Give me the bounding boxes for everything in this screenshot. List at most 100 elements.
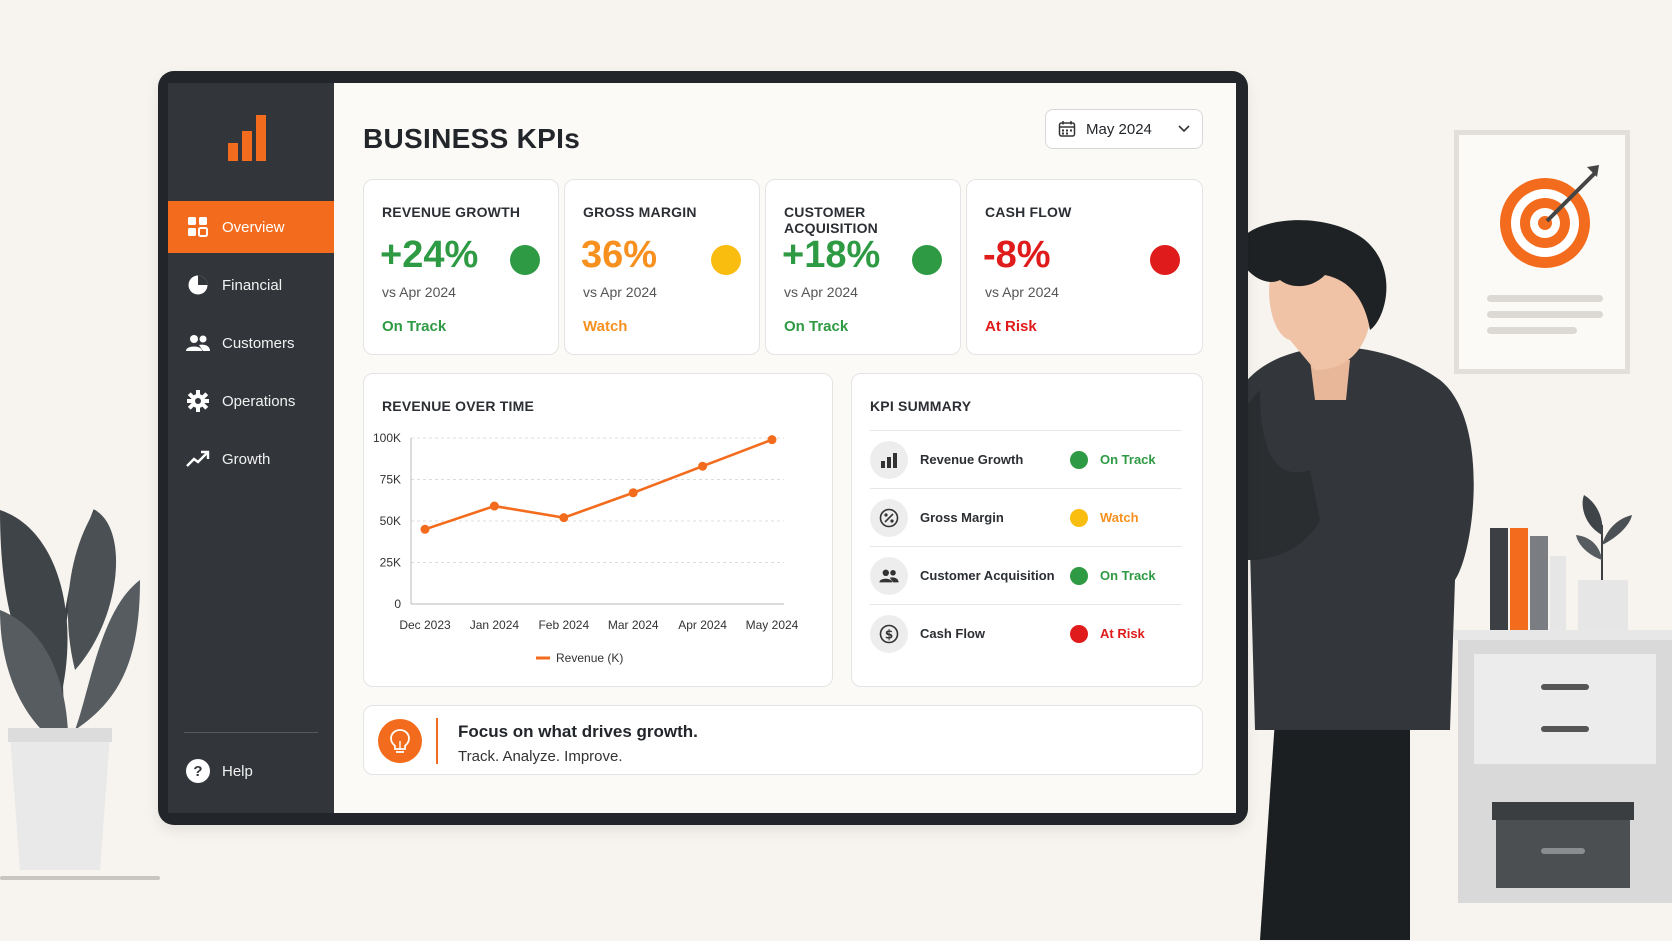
kpi-label: GROSS MARGIN <box>583 204 697 220</box>
x-tick-label: Mar 2024 <box>608 618 659 632</box>
summary-row-name: Gross Margin <box>920 510 1004 525</box>
kpi-card-gross-margin[interactable]: GROSS MARGIN 36% vs Apr 2024 Watch <box>564 179 760 355</box>
book <box>1550 556 1566 638</box>
kpi-status: On Track <box>382 318 447 335</box>
users-icon <box>870 556 908 595</box>
sidebar: Overview Financial Customers <box>168 83 334 813</box>
summary-row-status: On Track <box>1100 568 1156 583</box>
data-point <box>698 461 708 471</box>
sidebar-item-overview[interactable]: Overview <box>168 201 334 253</box>
grid-icon <box>186 215 210 239</box>
sidebar-item-label: Customers <box>222 334 295 352</box>
target-icon <box>1500 165 1599 268</box>
users-icon <box>186 331 210 355</box>
summary-row-name: Revenue Growth <box>920 452 1024 467</box>
y-tick-label: 0 <box>394 597 401 611</box>
insight-banner: Focus on what drives growth. Track. Anal… <box>363 705 1203 775</box>
sidebar-item-growth[interactable]: Growth <box>168 433 334 485</box>
floor-line <box>0 876 160 880</box>
kpi-comparison: vs Apr 2024 <box>382 284 456 300</box>
kpi-summary-card: KPI SUMMARY Revenue Growth On Track Gros… <box>851 373 1203 687</box>
kpi-card-cash-flow[interactable]: CASH FLOW -8% vs Apr 2024 At Risk <box>966 179 1203 355</box>
main-content: BUSINESS KPIs May 2024 REVENUE GROWTH +2… <box>334 83 1236 813</box>
kpi-status: On Track <box>784 318 849 335</box>
banner-divider <box>436 718 438 764</box>
cabinet <box>1454 630 1672 903</box>
plant-pot <box>1578 580 1628 638</box>
small-plant-illustration <box>1576 495 1632 583</box>
sidebar-item-label: Growth <box>222 450 271 468</box>
summary-row-name: Customer Acquisition <box>920 568 1055 583</box>
sidebar-divider <box>184 732 318 733</box>
status-dot <box>1150 245 1180 275</box>
summary-row-cash-flow[interactable]: $ Cash Flow At Risk <box>870 604 1182 662</box>
summary-row-customer-acquisition[interactable]: Customer Acquisition On Track <box>870 546 1182 604</box>
data-point <box>420 524 430 534</box>
book <box>1510 528 1528 638</box>
target-poster <box>1454 130 1630 374</box>
y-tick-label: 50K <box>380 514 401 528</box>
status-dot <box>510 245 540 275</box>
kpi-label: REVENUE GROWTH <box>382 204 521 220</box>
kpi-comparison: vs Apr 2024 <box>985 284 1059 300</box>
kpi-value: +18% <box>782 234 881 276</box>
status-dot <box>1070 508 1088 527</box>
kpi-card-customer-acquisition[interactable]: CUSTOMER ACQUISITION +18% vs Apr 2024 On… <box>765 179 961 355</box>
summary-row-name: Cash Flow <box>920 626 986 641</box>
pie-chart-icon <box>186 273 210 297</box>
revenue-chart-card: 0 25K 50K 75K 100K Dec 2023 Jan 2024 Feb 2024 Ma… <box>363 373 833 687</box>
trend-up-icon <box>186 447 210 471</box>
x-tick-label: Feb 2024 <box>538 618 589 632</box>
sidebar-item-label: Operations <box>222 392 296 410</box>
gear-icon <box>186 389 210 413</box>
book <box>1530 536 1548 638</box>
data-point <box>628 488 638 498</box>
status-dot <box>912 245 942 275</box>
book <box>1490 528 1508 638</box>
help-button[interactable]: ? Help <box>186 759 253 783</box>
sidebar-nav: Overview Financial Customers <box>168 201 334 491</box>
data-point <box>489 501 499 511</box>
kpi-value: -8% <box>983 234 1051 276</box>
dashboard-app: Overview Financial Customers <box>168 83 1236 813</box>
sidebar-item-label: Overview <box>222 218 285 236</box>
legend-label: Revenue (K) <box>556 651 623 665</box>
date-filter-select[interactable]: May 2024 <box>1045 109 1203 149</box>
summary-row-status: Watch <box>1100 510 1139 525</box>
summary-title: KPI SUMMARY <box>870 398 972 414</box>
sidebar-item-financial[interactable]: Financial <box>168 259 334 311</box>
kpi-card-revenue-growth[interactable]: REVENUE GROWTH +24% vs Apr 2024 On Track <box>363 179 559 355</box>
summary-row-gross-margin[interactable]: Gross Margin Watch <box>870 488 1182 546</box>
data-point <box>767 435 777 445</box>
chart-title: REVENUE OVER TIME <box>382 398 534 414</box>
status-dot <box>711 245 741 275</box>
x-tick-label: Dec 2023 <box>399 618 451 632</box>
kpi-label: CASH FLOW <box>985 204 1072 220</box>
sidebar-item-customers[interactable]: Customers <box>168 317 334 369</box>
series-line <box>424 438 773 531</box>
bar-chart-icon <box>870 440 908 479</box>
status-dot <box>1070 624 1088 643</box>
kpi-value: +24% <box>380 234 479 276</box>
y-tick-label: 25K <box>380 556 401 570</box>
help-label: Help <box>222 762 253 780</box>
sidebar-item-operations[interactable]: Operations <box>168 375 334 427</box>
kpi-comparison: vs Apr 2024 <box>583 284 657 300</box>
kpi-value: 36% <box>581 234 658 276</box>
data-point <box>559 513 569 523</box>
revenue-line-chart: 0 25K 50K 75K 100K Dec 2023 Jan 2024 Feb 2024 Ma… <box>373 431 799 665</box>
chevron-down-icon <box>1178 125 1190 133</box>
summary-row-revenue-growth[interactable]: Revenue Growth On Track <box>870 430 1182 488</box>
x-tick-label: Apr 2024 <box>678 618 727 632</box>
summary-row-status: On Track <box>1100 452 1156 467</box>
plant-illustration <box>0 509 140 870</box>
status-dot <box>1070 450 1088 469</box>
x-tick-label: May 2024 <box>746 618 799 632</box>
calendar-icon <box>1058 121 1076 137</box>
date-filter-value: May 2024 <box>1086 120 1152 138</box>
sidebar-item-label: Financial <box>222 276 283 294</box>
lightbulb-icon <box>378 719 422 763</box>
svg-text:$: $ <box>885 627 893 641</box>
help-icon: ? <box>186 759 210 783</box>
x-tick-label: Jan 2024 <box>470 618 520 632</box>
